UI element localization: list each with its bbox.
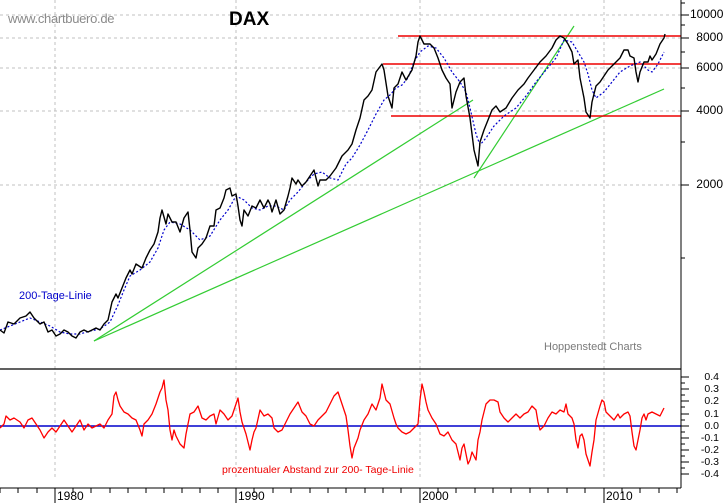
price-tick-label: 4000 bbox=[696, 103, 723, 117]
x-tick-label: 2000 bbox=[422, 489, 449, 503]
oscillator-axis bbox=[680, 369, 689, 480]
x-tick-label: 1980 bbox=[57, 489, 84, 503]
moving-average-line bbox=[0, 39, 665, 335]
oscillator-label: prozentualer Abstand zur 200- Tage-Linie bbox=[222, 464, 414, 476]
oscillator-tick-label: 0.2 bbox=[704, 395, 719, 407]
x-tick-label: 2010 bbox=[606, 489, 633, 503]
oscillator-tick-label: 0.0 bbox=[704, 420, 719, 432]
x-axis bbox=[0, 480, 682, 503]
price-axis bbox=[680, 0, 689, 369]
price-tick-label: 8000 bbox=[696, 30, 723, 44]
oscillator-tick-label: 0.1 bbox=[704, 408, 719, 420]
resistance-lines bbox=[383, 35, 681, 117]
x-tick-label: 1990 bbox=[238, 489, 265, 503]
oscillator-tick-label: 0.3 bbox=[704, 383, 719, 395]
price-tick-label: 10000 bbox=[690, 7, 723, 21]
dax-price-line bbox=[0, 33, 666, 339]
moving-average-label: 200-Tage-Linie bbox=[19, 290, 92, 302]
price-tick-label: 2000 bbox=[696, 177, 723, 191]
trend-1982-long bbox=[93, 88, 665, 342]
oscillator-tick-label: 0.4 bbox=[704, 371, 719, 383]
vertical-gridlines bbox=[54, 0, 605, 480]
oscillator-tick-label: -0.1 bbox=[700, 432, 719, 444]
oscillator-tick-label: -0.2 bbox=[700, 444, 719, 456]
trend-lines bbox=[93, 25, 665, 342]
trend-2003 bbox=[473, 25, 575, 179]
watermark: www.chartbuero.de bbox=[8, 11, 115, 26]
price-tick-label: 6000 bbox=[696, 60, 723, 74]
oscillator-tick-label: -0.3 bbox=[700, 456, 719, 468]
source-label: Hoppenstedt Charts bbox=[544, 341, 642, 353]
chart-title: DAX bbox=[229, 9, 270, 30]
oscillator-tick-label: -0.4 bbox=[700, 468, 719, 480]
oscillator-line bbox=[0, 379, 665, 467]
trend-1982-steep bbox=[93, 99, 474, 342]
